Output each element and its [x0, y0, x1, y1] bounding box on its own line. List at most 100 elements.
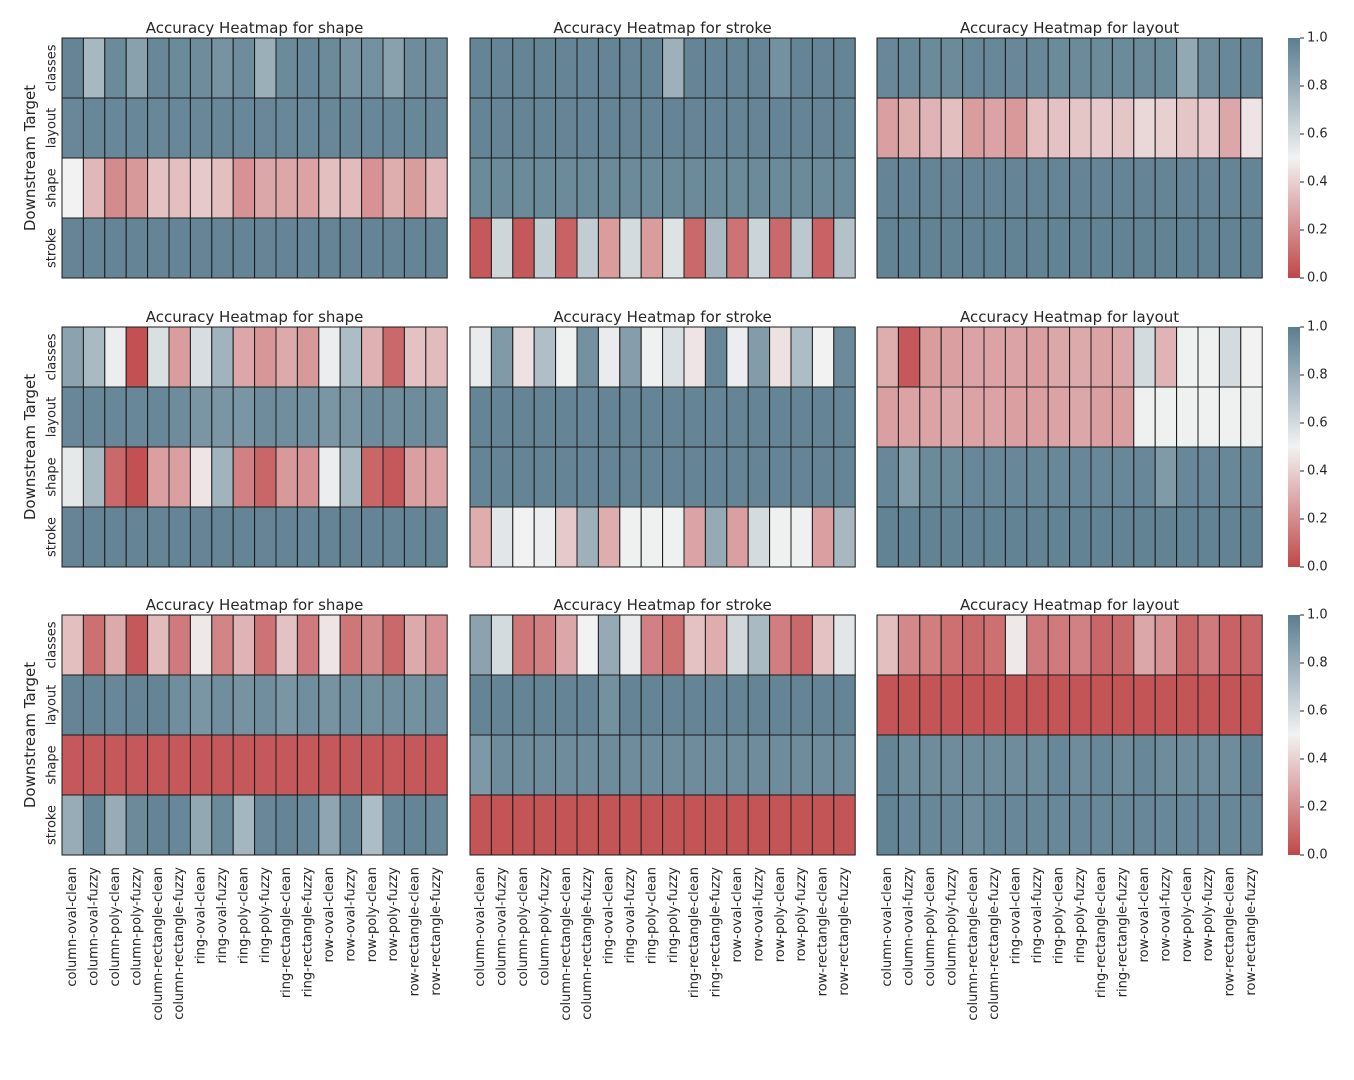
heatmap-cell — [168, 614, 191, 676]
heatmap-cell — [640, 97, 664, 159]
heatmap-cell — [962, 674, 985, 736]
heatmap-cell — [790, 674, 813, 736]
row-tick-label: layout — [45, 108, 60, 149]
heatmap-cell — [1026, 674, 1049, 736]
heatmap-cell — [403, 386, 427, 448]
heatmap-cell — [704, 734, 728, 796]
heatmap-cell — [339, 97, 363, 159]
heatmap-cell — [403, 157, 427, 219]
heatmap-cell — [662, 674, 685, 736]
heatmap-cell — [82, 386, 106, 448]
heatmap-cell — [1197, 37, 1220, 99]
colorbar-tick-label: 1.0 — [1307, 608, 1328, 623]
heatmap-cell — [897, 734, 921, 796]
heatmap-cell — [833, 614, 856, 676]
heatmap-cell — [876, 446, 899, 508]
heatmap-cell — [790, 326, 813, 388]
heatmap-cell — [533, 674, 557, 736]
heatmap-cell — [726, 37, 749, 99]
heatmap-cell — [1026, 446, 1049, 508]
heatmap-cell — [125, 97, 149, 159]
heatmap-cell — [962, 614, 985, 676]
heatmap-cell — [61, 734, 84, 796]
column-tick-label: row-rectangle-clean — [408, 867, 423, 996]
heatmap-cell — [211, 734, 234, 796]
row-tick-label: classes — [45, 621, 60, 668]
heatmap-cell — [1240, 794, 1263, 856]
heatmap-cell — [339, 674, 363, 736]
heatmap-cell — [61, 37, 84, 99]
column-tick-label: column-oval-fuzzy — [87, 867, 102, 986]
heatmap-cell — [61, 386, 84, 448]
heatmap-cell — [1218, 674, 1242, 736]
heatmap-cell — [983, 326, 1006, 388]
heatmap-cell — [469, 794, 492, 856]
heatmap-cell — [640, 446, 664, 508]
row-tick-label: classes — [45, 44, 60, 91]
heatmap-cell — [704, 674, 728, 736]
heatmap-cell — [533, 734, 557, 796]
colorbar-tick-label: 0.8 — [1307, 368, 1328, 383]
heatmap-cell — [382, 506, 405, 568]
heatmap-cell — [1069, 446, 1092, 508]
heatmap-cell — [533, 614, 557, 676]
heatmap-cell — [1004, 734, 1028, 796]
heatmap-cell — [82, 614, 106, 676]
heatmap-cell — [919, 157, 942, 219]
heatmap-cell — [897, 794, 921, 856]
row-tick-label: layout — [45, 685, 60, 726]
heatmap-cell — [361, 734, 384, 796]
heatmap-cell — [1047, 217, 1071, 279]
heatmap-cell — [147, 217, 170, 279]
heatmap-cell — [640, 326, 664, 388]
heatmap-cell — [1197, 217, 1220, 279]
heatmap-cell — [1133, 97, 1156, 159]
colorbar-tick-label: 0.2 — [1307, 800, 1328, 815]
column-tick-label: ring-poly-fuzzy — [666, 867, 681, 964]
heatmap-cell — [490, 37, 514, 99]
heatmap-cell — [555, 674, 578, 736]
heatmap-cell — [1218, 734, 1242, 796]
colorbar — [1288, 327, 1300, 567]
heatmap-cell — [1218, 506, 1242, 568]
heatmap-cell — [512, 674, 535, 736]
heatmap-cell — [275, 386, 298, 448]
heatmap-cell — [940, 734, 964, 796]
heatmap-cell — [940, 157, 964, 219]
heatmap-cell — [876, 37, 899, 99]
heatmap-cell — [189, 734, 213, 796]
y-axis-label: Downstream Target — [21, 85, 39, 231]
heatmap-cell — [683, 386, 706, 448]
heatmap-cell — [962, 386, 985, 448]
heatmap-cell — [704, 446, 728, 508]
heatmap-cell — [769, 506, 792, 568]
heatmap-cell — [1111, 37, 1135, 99]
heatmap-cell — [897, 506, 921, 568]
heatmap-cell — [490, 506, 514, 568]
heatmap-cell — [512, 614, 535, 676]
column-tick-label: ring-rectangle-clean — [279, 867, 294, 998]
heatmap-cell — [1004, 97, 1028, 159]
heatmap-cell — [1133, 446, 1156, 508]
heatmap-cell — [1154, 674, 1178, 736]
column-tick-label: column-poly-fuzzy — [129, 867, 144, 986]
heatmap-cell — [425, 794, 448, 856]
heatmap-cell — [318, 326, 341, 388]
heatmap-cell — [254, 97, 277, 159]
heatmap-cell — [662, 614, 685, 676]
heatmap-cell — [619, 97, 642, 159]
heatmap-cell — [512, 386, 535, 448]
heatmap-cell — [597, 386, 621, 448]
heatmap-cell — [662, 734, 685, 796]
heatmap-cell — [469, 326, 492, 388]
heatmap-cell — [425, 446, 448, 508]
column-tick-label: row-oval-clean — [1137, 867, 1152, 962]
heatmap-cell — [597, 217, 621, 279]
heatmap-cell — [597, 157, 621, 219]
heatmap-cell — [1240, 217, 1263, 279]
heatmap-cell — [254, 794, 277, 856]
column-tick-label: row-rectangle-clean — [816, 867, 831, 996]
heatmap-cell — [296, 97, 320, 159]
heatmap-cell — [811, 37, 835, 99]
heatmap-cell — [640, 506, 664, 568]
